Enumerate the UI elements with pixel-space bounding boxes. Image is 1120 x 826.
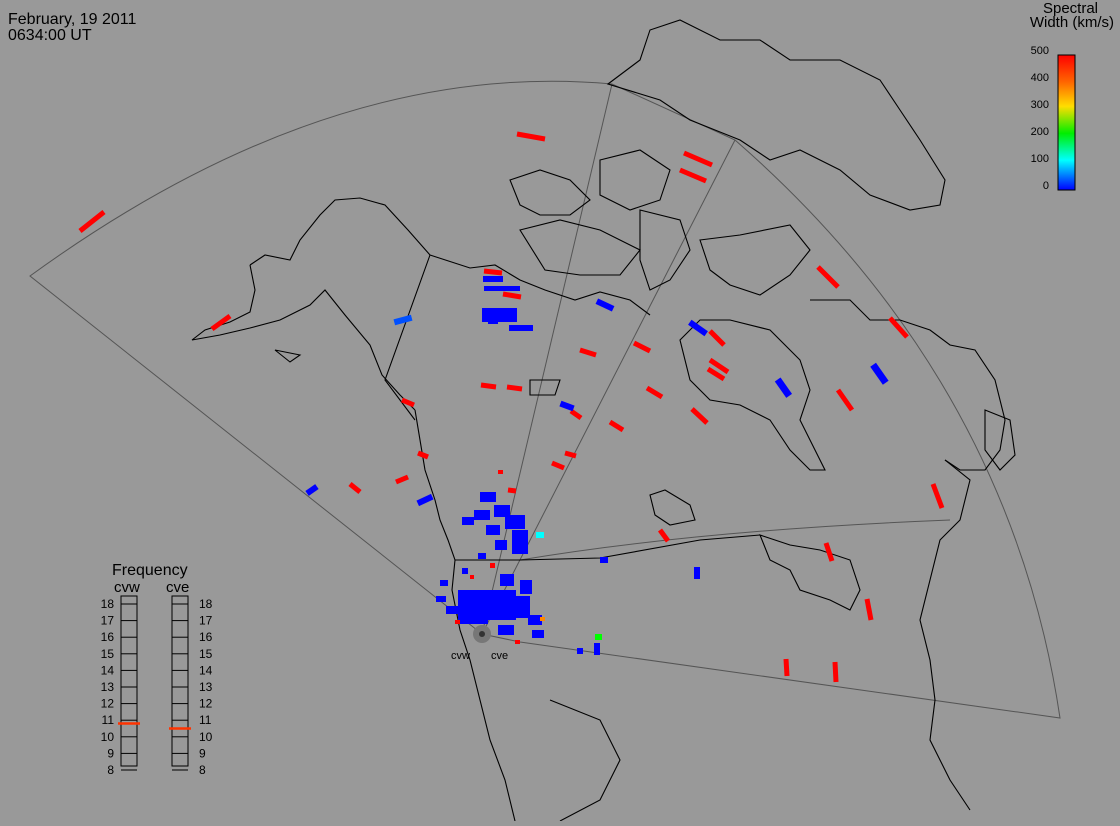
frequency-bar-cvw: [120, 595, 138, 767]
frequency-tick-right: 9: [199, 746, 206, 760]
colorbar-tick-200: 200: [1031, 126, 1049, 138]
radar-fov: [29, 80, 1061, 719]
frequency-tick-right: 17: [199, 614, 213, 628]
date-label: February, 19 2011: [8, 11, 137, 28]
frequency-tick-right: 15: [199, 647, 213, 661]
frequency-label-cvw: cvw: [114, 579, 140, 596]
frequency-tick-left: 9: [107, 746, 114, 760]
frequency-tick-right: 10: [199, 730, 213, 744]
frequency-label-cve: cve: [166, 579, 189, 596]
frequency-tick-left: 16: [101, 630, 115, 644]
frequency-tick-right: 11: [199, 713, 212, 727]
frequency-tick-left: 11: [102, 713, 115, 727]
scatter-red: [78, 131, 945, 683]
scatter-mixed: [393, 314, 602, 644]
coastlines: [191, 19, 1016, 822]
frequency-tick-right: 13: [199, 680, 213, 694]
frequency-bar-cve: [171, 595, 189, 767]
frequency-panel: Frequency cvw cve 18 18 17 17 16 16 15 15 14 14 13…: [101, 562, 213, 777]
frequency-tick-right: 14: [199, 663, 213, 677]
colorbar-tick-400: 400: [1031, 72, 1049, 84]
frequency-tick-right: 12: [199, 697, 213, 711]
colorbar-tick-300: 300: [1031, 99, 1049, 111]
radar-label-cve: cve: [491, 650, 508, 662]
frequency-tick-left: 15: [101, 647, 115, 661]
frequency-tick-left: 10: [101, 730, 115, 744]
frequency-tick-right: 8: [199, 763, 206, 777]
frequency-tick-left: 12: [101, 697, 115, 711]
frequency-tick-left: 17: [101, 614, 115, 628]
radar-site: [473, 625, 491, 643]
colorbar-tick-500: 500: [1031, 45, 1049, 57]
scatter-blue: [305, 276, 889, 655]
colorbar-tick-0: 0: [1043, 180, 1049, 192]
frequency-tick-right: 18: [199, 597, 213, 611]
frequency-tick-left: 13: [101, 680, 115, 694]
colorbar-tick-100: 100: [1031, 153, 1049, 165]
radar-label-cvw: cvw: [451, 650, 470, 662]
colorbar: 500 400 300 200 100 0: [1031, 45, 1076, 192]
colorbar-title-line1: Spectral: [1043, 0, 1098, 17]
frequency-tick-right: 16: [199, 630, 213, 644]
colorbar-title-line2: Width (km/s): [1030, 14, 1114, 31]
time-label: 0634:00 UT: [8, 27, 92, 44]
frequency-tick-left: 14: [101, 663, 115, 677]
frequency-tick-left: 18: [101, 597, 115, 611]
frequency-tick-left: 8: [107, 763, 114, 777]
frequency-title: Frequency: [112, 562, 188, 579]
